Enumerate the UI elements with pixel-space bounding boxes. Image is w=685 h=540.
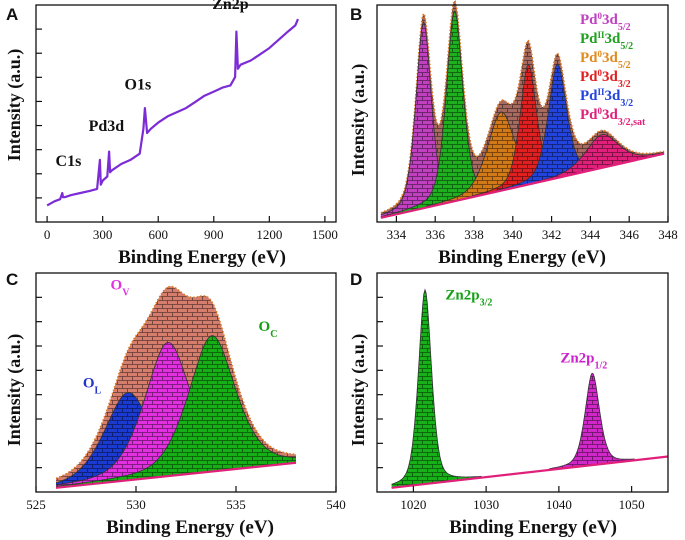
- panel-c-baseline: [55, 461, 297, 489]
- panel-b-letter: B: [350, 5, 362, 24]
- panel-c-x-tick-label: 530: [126, 497, 146, 512]
- panel-c-component-label: OV: [111, 277, 131, 298]
- panel-d-component-label: Zn2p1/2: [560, 350, 607, 371]
- panel-a-peak-label: Zn2p: [212, 0, 249, 13]
- panel-d-x-tick-label: 1030: [473, 497, 499, 512]
- panel-b-peak-5-texture: [496, 64, 619, 192]
- panel-c-component-label: OL: [83, 376, 102, 397]
- panel-b-frame: [376, 4, 669, 223]
- panel-c-peak-3-texture: [56, 335, 296, 488]
- panel-c-x-axis-label: Binding Energy (eV): [106, 517, 274, 538]
- panel-d-peak-2-outline: [549, 372, 635, 470]
- panel-b-peak-2-texture: [383, 11, 526, 218]
- panel-a-x-tick-label: 1200: [256, 227, 282, 242]
- panel-c-peak-3-outline: [55, 335, 296, 487]
- panel-b-legend-entry: Pd03d5/2: [580, 49, 631, 71]
- panel-b-x-axis-label: Binding Energy (eV): [438, 247, 606, 268]
- panel-b-x-tick-label: 338: [464, 227, 484, 242]
- panel-a-x-tick-label: 600: [148, 227, 168, 242]
- panel-b-x-tick-label: 340: [503, 227, 523, 242]
- panel-c: C 525 530 535 540 OL OV OC Binding Energy (eV)…: [4, 270, 346, 538]
- panel-a-letter: A: [6, 5, 18, 24]
- panel-d-x-tick-label: 1050: [619, 497, 645, 512]
- panel-d-peak-1-outline: [391, 288, 482, 485]
- panel-d-baseline: [391, 455, 669, 489]
- panel-d: D 1020 1030 1040 1050 Zn2p3/2 Zn2p1/2 Binding…: [348, 270, 669, 538]
- panel-a-frame: [35, 4, 337, 223]
- panel-d-frame: [376, 272, 669, 493]
- panel-a-x-axis-label: Binding Energy (eV): [118, 247, 286, 268]
- panel-a-peak-label: Pd3d: [89, 118, 125, 135]
- panel-c-x-tick-label: 525: [26, 497, 46, 512]
- panel-b-x-tick-label: 342: [542, 227, 562, 242]
- panel-b-legend-entry: Pd03d3/2,sat: [580, 106, 646, 128]
- panel-a-x-tick-label: 0: [44, 227, 51, 242]
- panel-c-plot-area: 525 530 535 540 OL OV OC: [26, 272, 346, 512]
- panel-b-x-tick-label: 336: [425, 227, 445, 242]
- panel-d-y-axis-label: Intensity (a.u.): [348, 334, 369, 447]
- panel-a-peak-label: O1s: [125, 77, 152, 94]
- panel-d-letter: D: [350, 270, 362, 289]
- panel-c-component-label: OC: [259, 319, 278, 340]
- panel-a-peak-label: C1s: [56, 153, 82, 170]
- panel-b-peak-4-texture: [471, 64, 585, 198]
- panel-b-peak-1-texture: [380, 22, 490, 218]
- panel-b-x-tick-label: 346: [619, 227, 639, 242]
- panel-c-y-axis-label: Intensity (a.u.): [4, 334, 25, 447]
- panel-d-component-label: Zn2p3/2: [445, 288, 492, 309]
- panel-d-peak-2-texture: [549, 373, 635, 470]
- panel-a: A C1s Pd3d O1s Zn2p 0 300 600 900 1200 1500 Bindi…: [4, 0, 338, 268]
- panel-c-x-tick-label: 535: [226, 497, 246, 512]
- panel-b-legend-entry: Pd03d3/2: [580, 68, 631, 90]
- panel-d-plot-area: 1020 1030 1040 1050 Zn2p3/2 Zn2p1/2: [376, 272, 669, 512]
- panel-b-plot-area: 334 336 338 340 342 344 346 348 Pd03d5/2PdII3d5/…: [376, 0, 678, 242]
- panel-b-x-tick-label: 334: [387, 227, 407, 242]
- panel-c-peak-2-texture: [56, 342, 296, 488]
- panel-b-peak-3-texture: [425, 111, 577, 208]
- panel-b-legend-entry: Pd03d5/2: [580, 11, 631, 33]
- panel-b: B 334 336 338 340 342 344 346 348Pd03d5/2PdII3d…: [348, 0, 678, 268]
- panel-b-baseline: [380, 152, 665, 219]
- panel-b-legend-entry: PdII3d3/2: [580, 87, 633, 109]
- panel-b-y-axis-label: Intensity (a.u.): [348, 64, 369, 177]
- panel-c-letter: C: [6, 270, 18, 289]
- panel-b-peak-6-texture: [543, 134, 661, 181]
- panel-a-survey-line: [46, 18, 300, 207]
- panel-a-x-tick-label: 1500: [312, 227, 338, 242]
- panel-a-plot-area: C1s Pd3d O1s Zn2p 0 300 600 900 1200 1500: [35, 0, 338, 242]
- panel-c-x-tick-label: 540: [326, 497, 346, 512]
- panel-d-x-tick-label: 1040: [546, 497, 572, 512]
- panel-d-x-tick-label: 1020: [400, 497, 426, 512]
- panel-b-x-tick-label: 344: [581, 227, 601, 242]
- panel-b-envelope-outline: [380, 0, 665, 214]
- panel-c-envelope-outline: [55, 285, 297, 480]
- panel-a-y-axis-label: Intensity (a.u.): [4, 49, 25, 162]
- panel-c-frame: [35, 272, 337, 493]
- panel-a-x-tick-label: 300: [93, 227, 113, 242]
- panel-b-x-tick-label: 348: [658, 227, 678, 242]
- panel-d-x-axis-label: Binding Energy (eV): [449, 517, 617, 538]
- panel-a-x-tick-label: 900: [204, 227, 224, 242]
- panel-b-legend-entry: PdII3d5/2: [580, 30, 633, 52]
- panel-b-peak-6-outline: [543, 134, 661, 181]
- panel-d-peak-1-texture: [391, 289, 482, 488]
- panel-c-peak-1-texture: [56, 392, 266, 488]
